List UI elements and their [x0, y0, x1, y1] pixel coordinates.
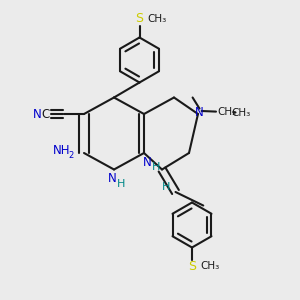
Text: N: N: [33, 107, 42, 121]
Text: N: N: [195, 106, 204, 119]
Text: C: C: [41, 107, 50, 121]
Text: 2: 2: [68, 151, 74, 160]
Text: CH₃: CH₃: [231, 108, 250, 118]
Text: S: S: [136, 12, 143, 26]
Text: S: S: [188, 260, 196, 273]
Text: H: H: [117, 179, 125, 189]
Text: N: N: [142, 155, 152, 169]
Text: NH: NH: [53, 143, 70, 157]
Text: CH₃: CH₃: [200, 261, 220, 271]
Text: H: H: [152, 162, 160, 172]
Text: N: N: [108, 172, 117, 185]
Text: H: H: [162, 182, 171, 193]
Text: CH₃: CH₃: [148, 14, 167, 24]
Text: CH₂: CH₂: [218, 106, 237, 117]
